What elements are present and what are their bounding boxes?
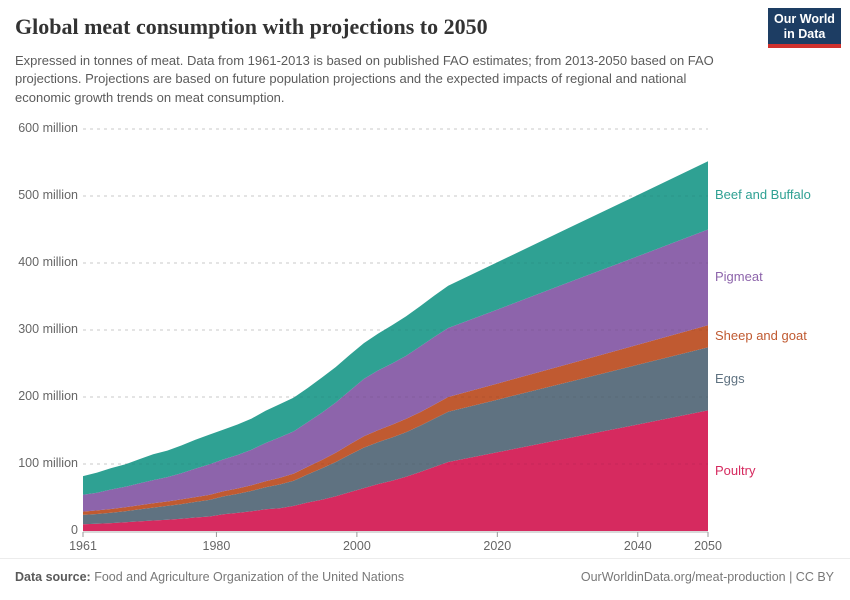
data-source-label: Data source: — [15, 570, 91, 584]
x-tick-label-1961: 1961 — [69, 539, 97, 553]
x-tick-label-2000: 2000 — [342, 539, 371, 553]
y-tick-label-600: 600 million — [18, 121, 78, 135]
owid-logo-line2: in Data — [783, 27, 826, 41]
page-title: Global meat consumption with projections… — [15, 14, 488, 39]
y-tick-label-100: 100 million — [18, 456, 78, 470]
y-tick-label-200: 200 million — [18, 389, 78, 403]
data-source-text: Food and Agriculture Organization of the… — [94, 570, 405, 584]
area-poultry — [83, 410, 708, 531]
y-tick-label-300: 300 million — [18, 322, 78, 336]
area-pigmeat — [83, 229, 708, 512]
chart-footer: OurWorldinData.org/meat-production | CC … — [0, 558, 850, 600]
legend-label-poultry[interactable]: Poultry — [715, 462, 756, 478]
citation-link[interactable]: OurWorldinData.org/meat-production | CC … — [580, 570, 834, 584]
legend-label-pigmeat[interactable]: Pigmeat — [715, 269, 763, 285]
x-tick-label-1980: 1980 — [202, 539, 231, 553]
legend-label-eggs[interactable]: Eggs — [715, 370, 745, 386]
legend-label-sheep-and-goat[interactable]: Sheep and goat — [715, 328, 807, 344]
x-tick-label-2020: 2020 — [483, 539, 512, 553]
x-tick-label-2050: 2050 — [694, 539, 722, 553]
area-eggs — [83, 347, 708, 525]
chart-subtitle: Expressed in tonnes of meat. Data from 1… — [15, 53, 714, 105]
area-sheep-and-goat — [83, 325, 708, 515]
legend-label-beef-and-buffalo[interactable]: Beef and Buffalo — [715, 187, 811, 203]
plot-area[interactable] — [83, 129, 708, 531]
area-beef-and-buffalo — [83, 161, 708, 495]
y-tick-label-0: 0 — [71, 523, 78, 537]
y-tick-label-400: 400 million — [18, 255, 78, 269]
y-tick-label-500: 500 million — [18, 188, 78, 202]
owid-logo[interactable]: Our World in Data — [768, 8, 841, 48]
owid-logo-line1: Our World — [774, 12, 835, 26]
x-tick-label-2040: 2040 — [623, 539, 652, 553]
